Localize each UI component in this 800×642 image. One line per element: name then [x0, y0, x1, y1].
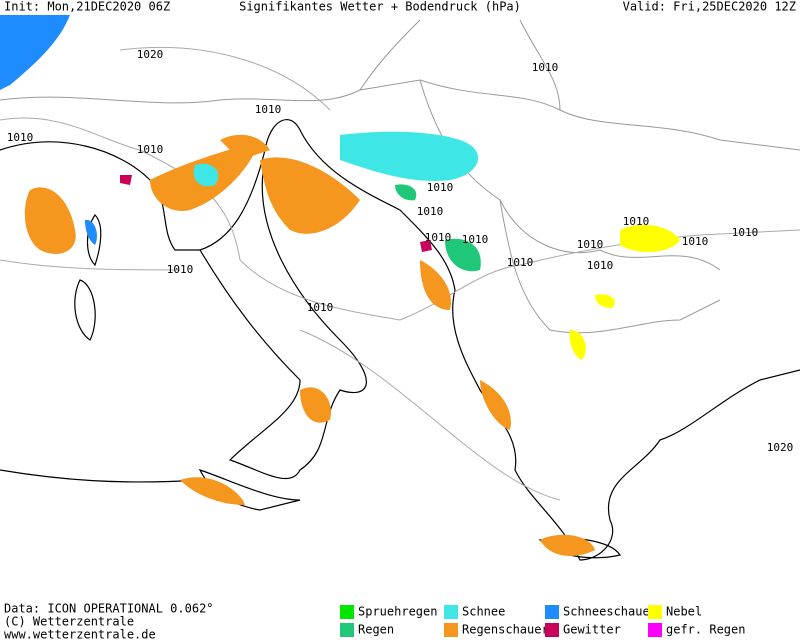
data-source: Data: ICON OPERATIONAL 0.062° — [4, 602, 214, 616]
header-band — [0, 0, 800, 15]
legend-label: Schneeschauer — [563, 605, 657, 619]
isobar-label: 1010 — [425, 231, 452, 244]
weather-area — [260, 157, 360, 234]
legend-swatch — [340, 623, 354, 637]
isobar-label: 1020 — [137, 48, 164, 61]
legend-label: Regen — [358, 623, 394, 637]
weather-area — [595, 294, 615, 308]
legend-swatch — [340, 605, 354, 619]
website: www.wetterzentrale.de — [4, 628, 156, 642]
weather-area — [0, 15, 70, 90]
isobar-label: 1010 — [427, 181, 454, 194]
legend-label: Regenschauer — [462, 623, 549, 637]
isobar-label: 1010 — [507, 256, 534, 269]
legend-swatch — [444, 605, 458, 619]
isobar-label: 1010 — [167, 263, 194, 276]
isobar-label: 1010 — [587, 259, 614, 272]
weather-area — [480, 380, 511, 430]
borders — [0, 19, 800, 334]
footer-band — [0, 600, 800, 642]
weather-area — [569, 330, 586, 360]
weather-area — [620, 224, 680, 252]
weather-area — [395, 184, 417, 201]
isobar-label: 1010 — [462, 233, 489, 246]
legend-swatch — [444, 623, 458, 637]
copyright: (C) Wetterzentrale — [4, 615, 134, 629]
isobar-label: 1010 — [623, 215, 650, 228]
legend-label: Gewitter — [563, 623, 621, 637]
isobar-label: 1010 — [7, 131, 34, 144]
isobar-label: 1010 — [532, 61, 559, 74]
map-title: Signifikantes Wetter + Bodendruck (hPa) — [239, 0, 521, 14]
legend-swatch — [545, 623, 559, 637]
legend-label: Nebel — [666, 605, 702, 619]
legend-swatch — [648, 605, 662, 619]
weather-areas — [0, 15, 680, 556]
isobars — [0, 47, 800, 501]
weather-area — [300, 387, 331, 423]
weather-area — [85, 219, 97, 245]
isobar-label: 1010 — [255, 103, 282, 116]
weather-area — [180, 477, 245, 505]
isobar-label: 1010 — [732, 226, 759, 239]
isobar-labels: 1020 1010 1010 1010 1010 1010 1010 1010 1010 1010… — [7, 48, 794, 454]
weather-area — [24, 187, 76, 254]
legend: Spruehregen Schnee Schneeschauer Nebel Regen… — [340, 605, 745, 637]
weather-area — [340, 131, 479, 181]
legend-label: Spruehregen — [358, 605, 437, 619]
weather-area — [220, 134, 270, 160]
weather-area — [420, 260, 451, 310]
legend-swatch — [648, 623, 662, 637]
weather-area — [445, 238, 481, 272]
weather-area — [193, 163, 219, 187]
isobar-label: 1020 — [767, 441, 794, 454]
isobar-label: 1010 — [577, 238, 604, 251]
weather-area — [540, 534, 595, 556]
weather-area — [120, 175, 132, 185]
isobar-label: 1010 — [137, 143, 164, 156]
valid-time: Valid: Fri,25DEC2020 12Z — [623, 0, 796, 14]
isobar-label: 1010 — [682, 235, 709, 248]
legend-label: gefr. Regen — [666, 623, 745, 637]
init-time: Init: Mon,21DEC2020 06Z — [4, 0, 170, 14]
isobar-label: 1010 — [307, 301, 334, 314]
weather-area — [420, 240, 432, 252]
legend-label: Schnee — [462, 605, 505, 619]
legend-swatch — [545, 605, 559, 619]
isobar-label: 1010 — [417, 205, 444, 218]
